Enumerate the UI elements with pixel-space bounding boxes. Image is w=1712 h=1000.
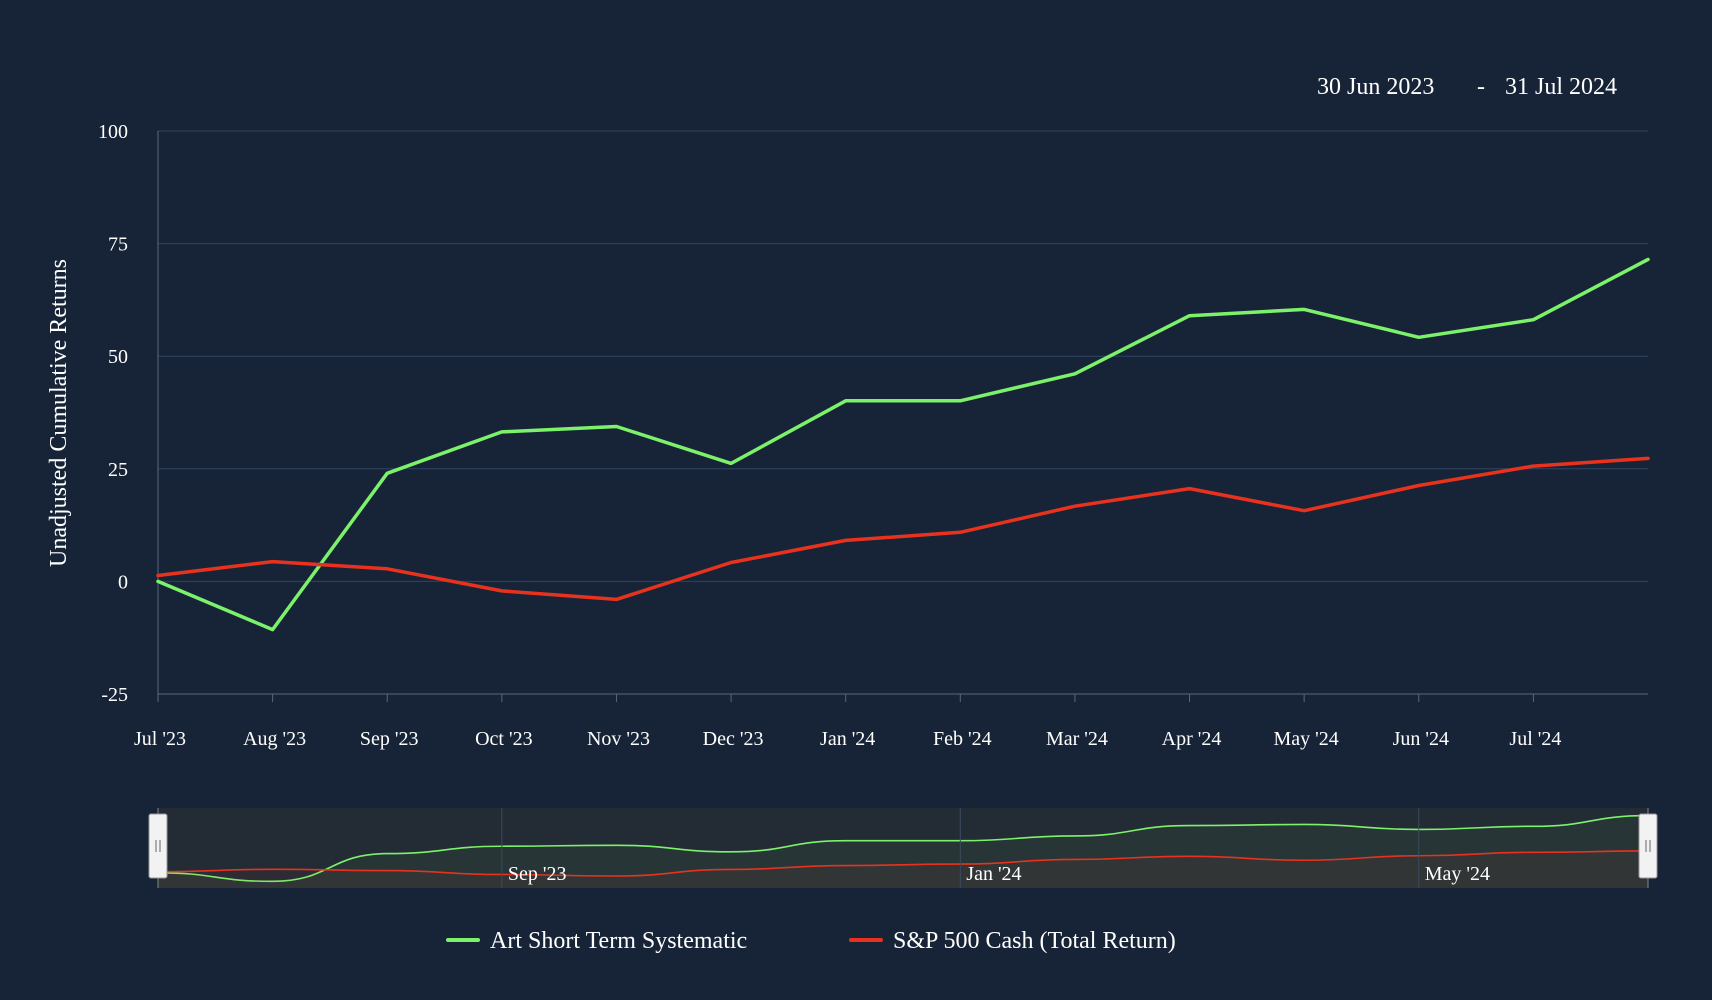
navigator[interactable]: Sep '23 Jan '24 May '24: [148, 808, 1658, 888]
series-line-0: [156, 257, 1650, 632]
x-tick-label: Apr '24: [1162, 728, 1222, 750]
y-axis-title: Unadjusted Cumulative Returns: [46, 259, 72, 567]
series-line-1: [156, 456, 1650, 602]
date-range[interactable]: 30 Jun 2023 - 31 Jul 2024: [1317, 74, 1617, 100]
x-tick-labels: Jul '23 Aug '23 Sep '23 Oct '23 Nov '23 Dec '…: [134, 694, 1561, 750]
range-separator: -: [1477, 74, 1485, 100]
y-tick-label: -25: [101, 684, 128, 706]
x-tick-label: May '24: [1274, 728, 1339, 750]
y-tick-label: 25: [108, 459, 128, 481]
range-end[interactable]: 31 Jul 2024: [1505, 74, 1617, 100]
handle-grip[interactable]: [148, 813, 168, 879]
y-tick-label: 100: [98, 121, 128, 143]
navigator-right-handle[interactable]: [1638, 813, 1658, 879]
navigator-line-1: [157, 850, 1649, 877]
y-tick-labels: -25 0 25 50 75 100: [98, 121, 128, 706]
x-tick-label: Mar '24: [1046, 728, 1108, 750]
navigator-left-handle[interactable]: [148, 813, 168, 879]
x-tick-label: Oct '23: [475, 728, 532, 750]
x-tick-label: Jun '24: [1393, 728, 1449, 750]
navigator-label: Sep '23: [508, 863, 567, 885]
x-tick-label: Jul '24: [1509, 728, 1561, 750]
navigator-label: May '24: [1425, 863, 1490, 885]
handle-grip[interactable]: [1638, 813, 1658, 879]
x-tick-label: Jul '23: [134, 728, 186, 750]
y-tick-label: 0: [118, 571, 128, 593]
y-tick-label: 75: [108, 234, 128, 256]
series-layer: [156, 257, 1650, 632]
x-tick-label: Feb '24: [933, 728, 992, 750]
legend-label: Art Short Term Systematic: [490, 928, 747, 954]
range-start[interactable]: 30 Jun 2023: [1317, 74, 1434, 100]
legend-item-0[interactable]: Art Short Term Systematic: [446, 928, 747, 954]
legend: Art Short Term Systematic S&P 500 Cash (T…: [446, 928, 1176, 954]
x-tick-label: Nov '23: [587, 728, 650, 750]
legend-label: S&P 500 Cash (Total Return): [893, 928, 1176, 954]
navigator-area-0: [158, 815, 1648, 888]
y-tick-label: 50: [108, 346, 128, 368]
grid-layer: [157, 130, 1648, 695]
x-tick-label: Jan '24: [820, 728, 875, 750]
navigator-background: [158, 808, 1648, 888]
x-tick-label: Aug '23: [243, 728, 306, 750]
legend-item-1[interactable]: S&P 500 Cash (Total Return): [849, 928, 1176, 954]
x-tick-label: Sep '23: [360, 728, 419, 750]
x-tick-label: Dec '23: [703, 728, 764, 750]
navigator-line-0: [157, 814, 1649, 883]
navigator-label: Jan '24: [966, 863, 1021, 885]
